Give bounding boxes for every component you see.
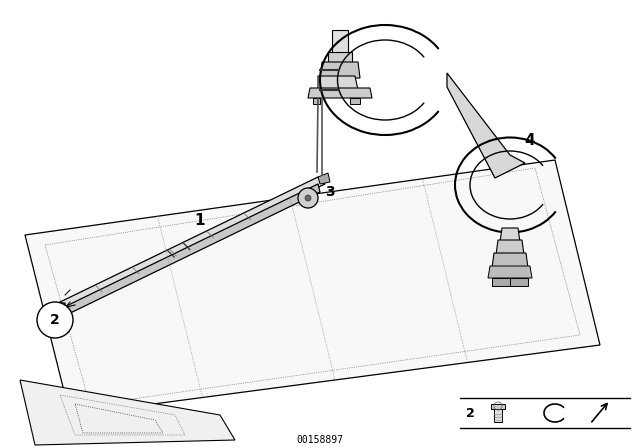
Polygon shape [308, 88, 372, 98]
Text: 1: 1 [195, 212, 205, 228]
Polygon shape [313, 98, 320, 104]
Polygon shape [318, 173, 330, 184]
Circle shape [298, 188, 318, 208]
Polygon shape [320, 62, 360, 78]
Polygon shape [318, 76, 358, 92]
Polygon shape [488, 266, 532, 278]
Polygon shape [500, 228, 520, 242]
Polygon shape [350, 98, 360, 104]
Circle shape [37, 302, 73, 338]
Polygon shape [332, 30, 348, 55]
Polygon shape [25, 160, 600, 415]
Circle shape [305, 195, 311, 201]
Polygon shape [492, 253, 528, 268]
Polygon shape [494, 409, 502, 422]
Polygon shape [58, 184, 320, 318]
Text: 3: 3 [325, 185, 335, 199]
Text: 2: 2 [50, 313, 60, 327]
Polygon shape [58, 303, 65, 318]
Polygon shape [496, 240, 524, 255]
Polygon shape [55, 310, 67, 322]
Polygon shape [492, 278, 510, 286]
Text: 2: 2 [466, 406, 474, 419]
Polygon shape [510, 278, 528, 286]
Polygon shape [491, 404, 505, 409]
Text: 00158897: 00158897 [296, 435, 344, 445]
Text: 4: 4 [525, 133, 535, 147]
Polygon shape [58, 177, 325, 310]
Polygon shape [447, 73, 525, 178]
Polygon shape [328, 52, 352, 62]
Polygon shape [20, 380, 235, 445]
